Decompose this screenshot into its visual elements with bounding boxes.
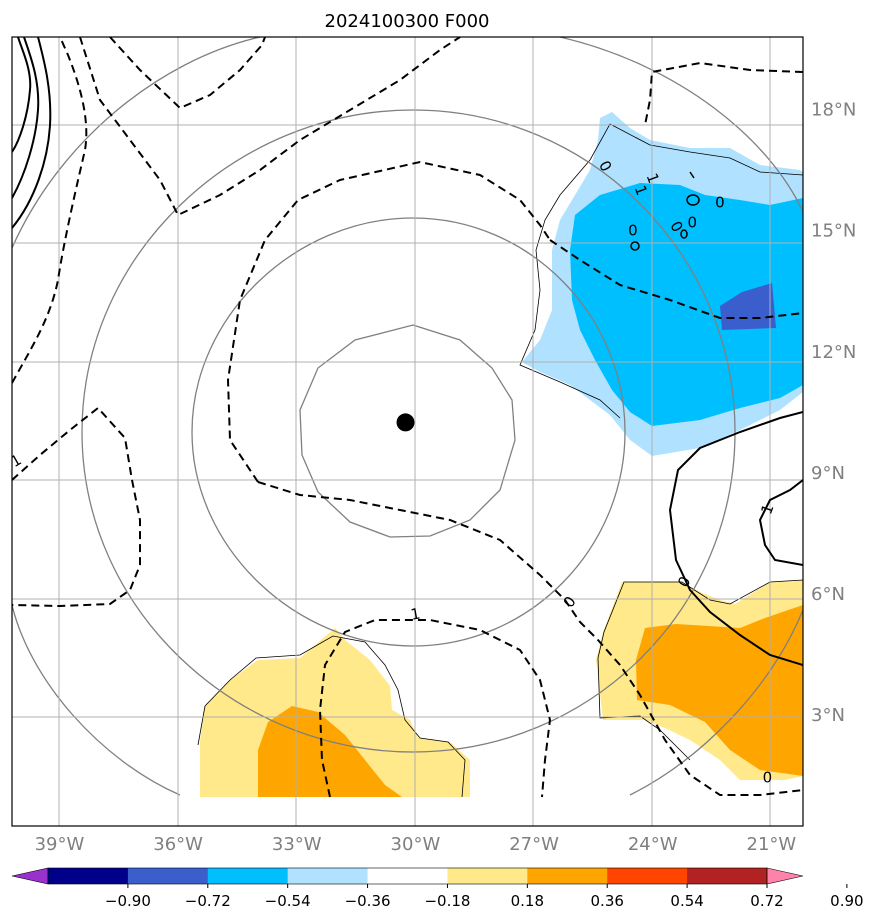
colorbar-tick-label: −0.36 — [345, 892, 391, 910]
latitude-tick-labels: 3°N 6°N 9°N 12°N 15°N 18°N — [811, 100, 856, 726]
contour-label: 0 — [628, 222, 638, 240]
colorbar-extend-low — [11, 867, 49, 885]
dashed-contours — [12, 37, 803, 798]
map-border — [11, 36, 804, 827]
colorbar-swatch — [607, 868, 688, 884]
colorbar-swatch — [127, 868, 209, 884]
colorbar-swatch — [687, 868, 768, 884]
lon-tick-label: 36°W — [153, 834, 203, 855]
contour-label: 0 — [715, 193, 725, 211]
lat-tick-label: 9°N — [811, 463, 845, 484]
lon-tick-label: 24°W — [628, 834, 678, 855]
contour-label-group: 0 — [628, 222, 638, 240]
lat-tick-label: 3°N — [811, 705, 845, 726]
colorbar-swatch — [367, 868, 448, 884]
colorbar-tick-label: 0.36 — [591, 892, 624, 910]
storm-center-marker — [396, 413, 415, 432]
contour-label-group: 1 — [409, 604, 422, 623]
colorbar-swatches — [11, 867, 804, 885]
lon-tick-label: 33°W — [272, 834, 322, 855]
lat-tick-label: 15°N — [811, 221, 856, 242]
lat-tick-label: 12°N — [811, 342, 856, 363]
contour-label: 0 — [763, 769, 773, 787]
longitude-tick-labels: 39°W 36°W 33°W 30°W 27°W 24°W 21°W — [35, 834, 797, 855]
colorbar-swatch — [527, 868, 608, 884]
colorbar-tick-label: 0.72 — [750, 892, 783, 910]
colorbar-swatch — [207, 868, 289, 884]
lat-tick-label: 18°N — [811, 100, 856, 121]
colorbar-tick-label: 0.18 — [511, 892, 544, 910]
colorbar-tick-label: −0.18 — [424, 892, 470, 910]
lon-tick-label: 27°W — [509, 834, 559, 855]
colorbar-outline — [47, 867, 768, 885]
lon-tick-label: 21°W — [747, 834, 797, 855]
range-rings — [12, 37, 803, 796]
contour-label-group: 0 — [687, 214, 697, 232]
small-contour-fragments — [630, 171, 700, 251]
colorbar-tick-labels: −0.90 −0.72 −0.54 −0.36 −0.18 0.18 0.36 0.54 0.7… — [105, 884, 864, 910]
colorbar-swatch — [287, 868, 369, 884]
contour-label: 0 — [687, 214, 697, 232]
graticule — [12, 37, 803, 826]
colorbar-tick-label: −0.90 — [105, 892, 151, 910]
negative-anomaly-shading — [522, 112, 803, 456]
contour-label: 1 — [409, 604, 422, 623]
solid-contours — [12, 37, 803, 666]
colorbar-tick-label: 0.90 — [830, 892, 863, 910]
map-title: 2024100300 F000 — [325, 11, 490, 32]
colorbar-tick-label: −0.72 — [185, 892, 231, 910]
lat-tick-label: 6°N — [811, 584, 845, 605]
blue-region — [570, 183, 803, 426]
positive-anomaly-shading — [200, 580, 803, 797]
colorbar-extend-high — [766, 867, 804, 885]
colorbar: −0.90 −0.72 −0.54 −0.36 −0.18 0.18 0.36 0.54 0.7… — [11, 867, 864, 910]
colorbar-tick-label: −0.54 — [265, 892, 311, 910]
lon-tick-label: 39°W — [35, 834, 85, 855]
colorbar-tick-label: 0.54 — [670, 892, 703, 910]
orange-region-southeast — [636, 605, 803, 776]
orange-region-southwest — [258, 706, 402, 797]
lon-tick-label: 30°W — [391, 834, 441, 855]
colorbar-swatch — [48, 868, 129, 884]
contour-label-group: 0 — [715, 193, 725, 211]
colorbar-swatch — [447, 868, 528, 884]
shading-outlines — [197, 123, 803, 798]
contour-label-group: 0 — [763, 769, 773, 787]
